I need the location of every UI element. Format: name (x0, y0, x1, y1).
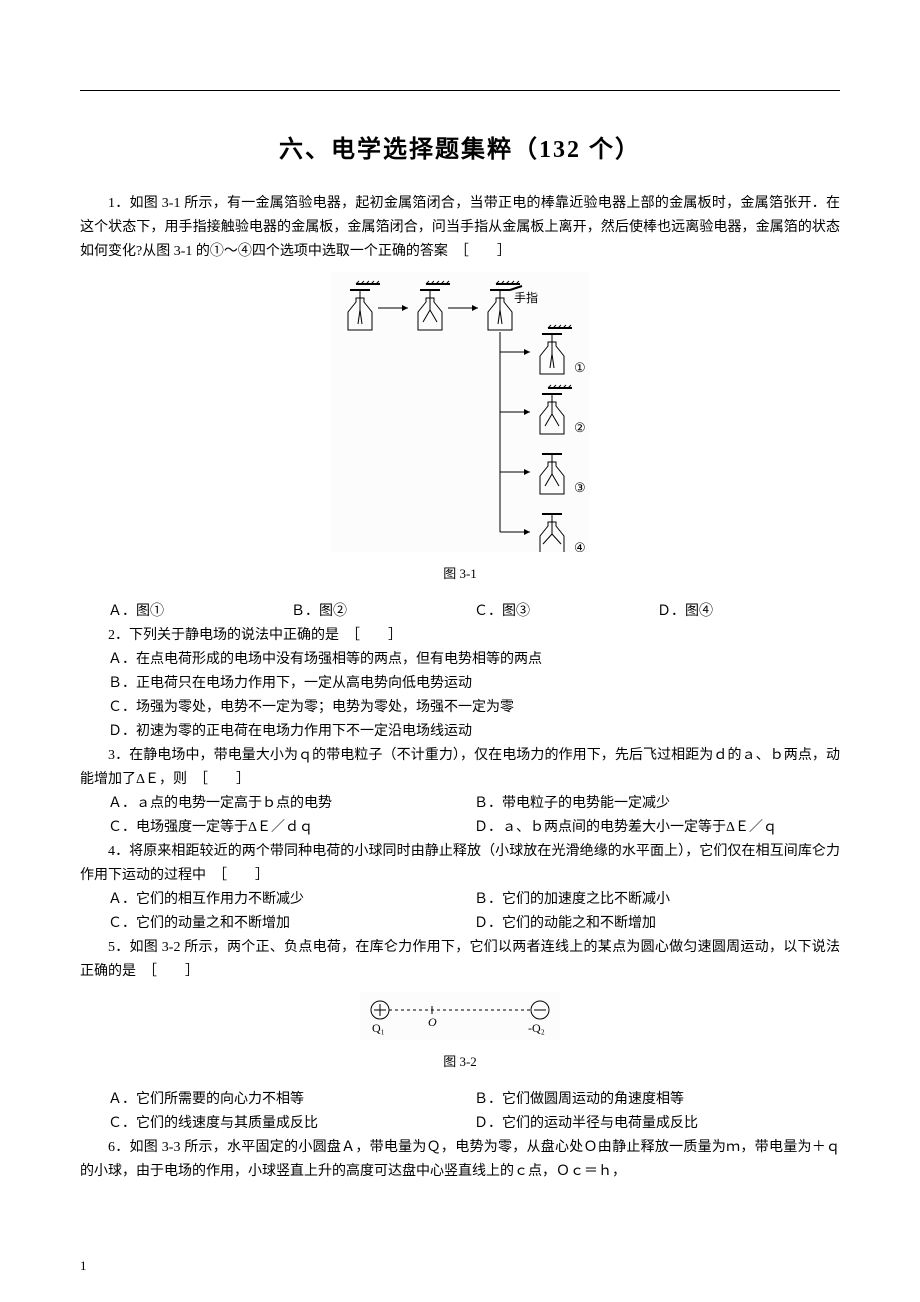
q2-choice-a: Ａ．在点电荷形成的电场中没有场强相等的两点，但有电势相等的两点 (80, 648, 840, 672)
option-4-label: ④ (574, 540, 586, 552)
fig32-q1-label: Q₁ (372, 1021, 385, 1035)
fig32-center-label: O (428, 1015, 437, 1029)
q3-choice-b: Ｂ．带电粒子的电势能一定减少 (474, 792, 840, 816)
figure-3-2: Q₁ O -Q₂ (80, 992, 840, 1045)
q4-choices-row1: Ａ．它们的相互作用力不断减少 Ｂ．它们的加速度之比不断减小 (80, 888, 840, 912)
q1-choices: Ａ．图① Ｂ．图② Ｃ．图③ Ｄ．图④ (80, 600, 840, 624)
option-1-label: ① (574, 360, 586, 375)
page: 六、电学选择题集粹（132 个） 1．如图 3-1 所示，有一金属箔验电器，起初… (0, 0, 920, 1302)
q5-choices-row2: Ｃ．它们的线速度与其质量成反比 Ｄ．它们的运动半径与电荷量成反比 (80, 1112, 840, 1136)
q4-choice-a: Ａ．它们的相互作用力不断减少 (108, 888, 474, 912)
q1-choice-d: Ｄ．图④ (657, 600, 840, 624)
option-3-label: ③ (574, 480, 586, 495)
q2-choice-b: Ｂ．正电荷只在电场力作用下，一定从高电势向低电势运动 (80, 672, 840, 696)
q3-choice-d: Ｄ．ａ、ｂ两点间的电势差大小一定等于ΔＥ／ｑ (474, 816, 840, 840)
figure-3-2-caption: 图 3-2 (80, 1051, 840, 1070)
q1-stem: 1．如图 3-1 所示，有一金属箔验电器，起初金属箔闭合，当带正电的棒靠近验电器… (80, 192, 840, 264)
q3-choice-c: Ｃ．电场强度一定等于ΔＥ／ｄｑ (108, 816, 474, 840)
top-rule (80, 90, 840, 91)
q4-choice-b: Ｂ．它们的加速度之比不断减小 (474, 888, 840, 912)
q5-choices-row1: Ａ．它们所需要的向心力不相等 Ｂ．它们做圆周运动的角速度相等 (80, 1088, 840, 1112)
q5-stem: 5．如图 3-2 所示，两个正、负点电荷，在库仑力作用下，它们以两者连线上的某点… (80, 936, 840, 984)
finger-label: 手指 (514, 290, 538, 305)
q4-choice-d: Ｄ．它们的动能之和不断增加 (474, 912, 840, 936)
q4-choices-row2: Ｃ．它们的动量之和不断增加 Ｄ．它们的动能之和不断增加 (80, 912, 840, 936)
fig32-q2-label: -Q₂ (528, 1021, 545, 1035)
page-number: 1 (80, 1258, 87, 1274)
q2-choice-c: Ｃ．场强为零处，电势不一定为零；电势为零处，场强不一定为零 (80, 696, 840, 720)
q4-stem: 4．将原来相距较近的两个带同种电荷的小球同时由静止释放（小球放在光滑绝缘的水平面… (80, 840, 840, 888)
q5-choice-a: Ａ．它们所需要的向心力不相等 (108, 1088, 474, 1112)
q1-choice-b: Ｂ．图② (291, 600, 474, 624)
figure-3-1-svg: 手指 ① ② (330, 272, 590, 552)
figure-3-1: 手指 ① ② (80, 272, 840, 557)
q3-choices-row1: Ａ．ａ点的电势一定高于ｂ点的电势 Ｂ．带电粒子的电势能一定减少 (80, 792, 840, 816)
q4-choice-c: Ｃ．它们的动量之和不断增加 (108, 912, 474, 936)
q1-choice-c: Ｃ．图③ (474, 600, 657, 624)
figure-3-2-svg: Q₁ O -Q₂ (360, 992, 560, 1040)
q1-choice-a: Ａ．图① (108, 600, 291, 624)
q5-choice-d: Ｄ．它们的运动半径与电荷量成反比 (474, 1112, 840, 1136)
q2-choice-d: Ｄ．初速为零的正电荷在电场力作用下不一定沿电场线运动 (80, 720, 840, 744)
q2-stem: 2．下列关于静电场的说法中正确的是 ［ ］ (80, 624, 840, 648)
q3-choice-a: Ａ．ａ点的电势一定高于ｂ点的电势 (108, 792, 474, 816)
q6-stem: 6．如图 3-3 所示，水平固定的小圆盘Ａ，带电量为Ｑ，电势为零，从盘心处Ｏ由静… (80, 1136, 840, 1184)
q5-choice-b: Ｂ．它们做圆周运动的角速度相等 (474, 1088, 840, 1112)
q3-choices-row2: Ｃ．电场强度一定等于ΔＥ／ｄｑ Ｄ．ａ、ｂ两点间的电势差大小一定等于ΔＥ／ｑ (80, 816, 840, 840)
q3-stem: 3．在静电场中，带电量大小为ｑ的带电粒子（不计重力），仅在电场力的作用下，先后飞… (80, 744, 840, 792)
page-title: 六、电学选择题集粹（132 个） (80, 129, 840, 164)
figure-3-1-caption: 图 3-1 (80, 563, 840, 582)
option-2-label: ② (574, 420, 586, 435)
q5-choice-c: Ｃ．它们的线速度与其质量成反比 (108, 1112, 474, 1136)
